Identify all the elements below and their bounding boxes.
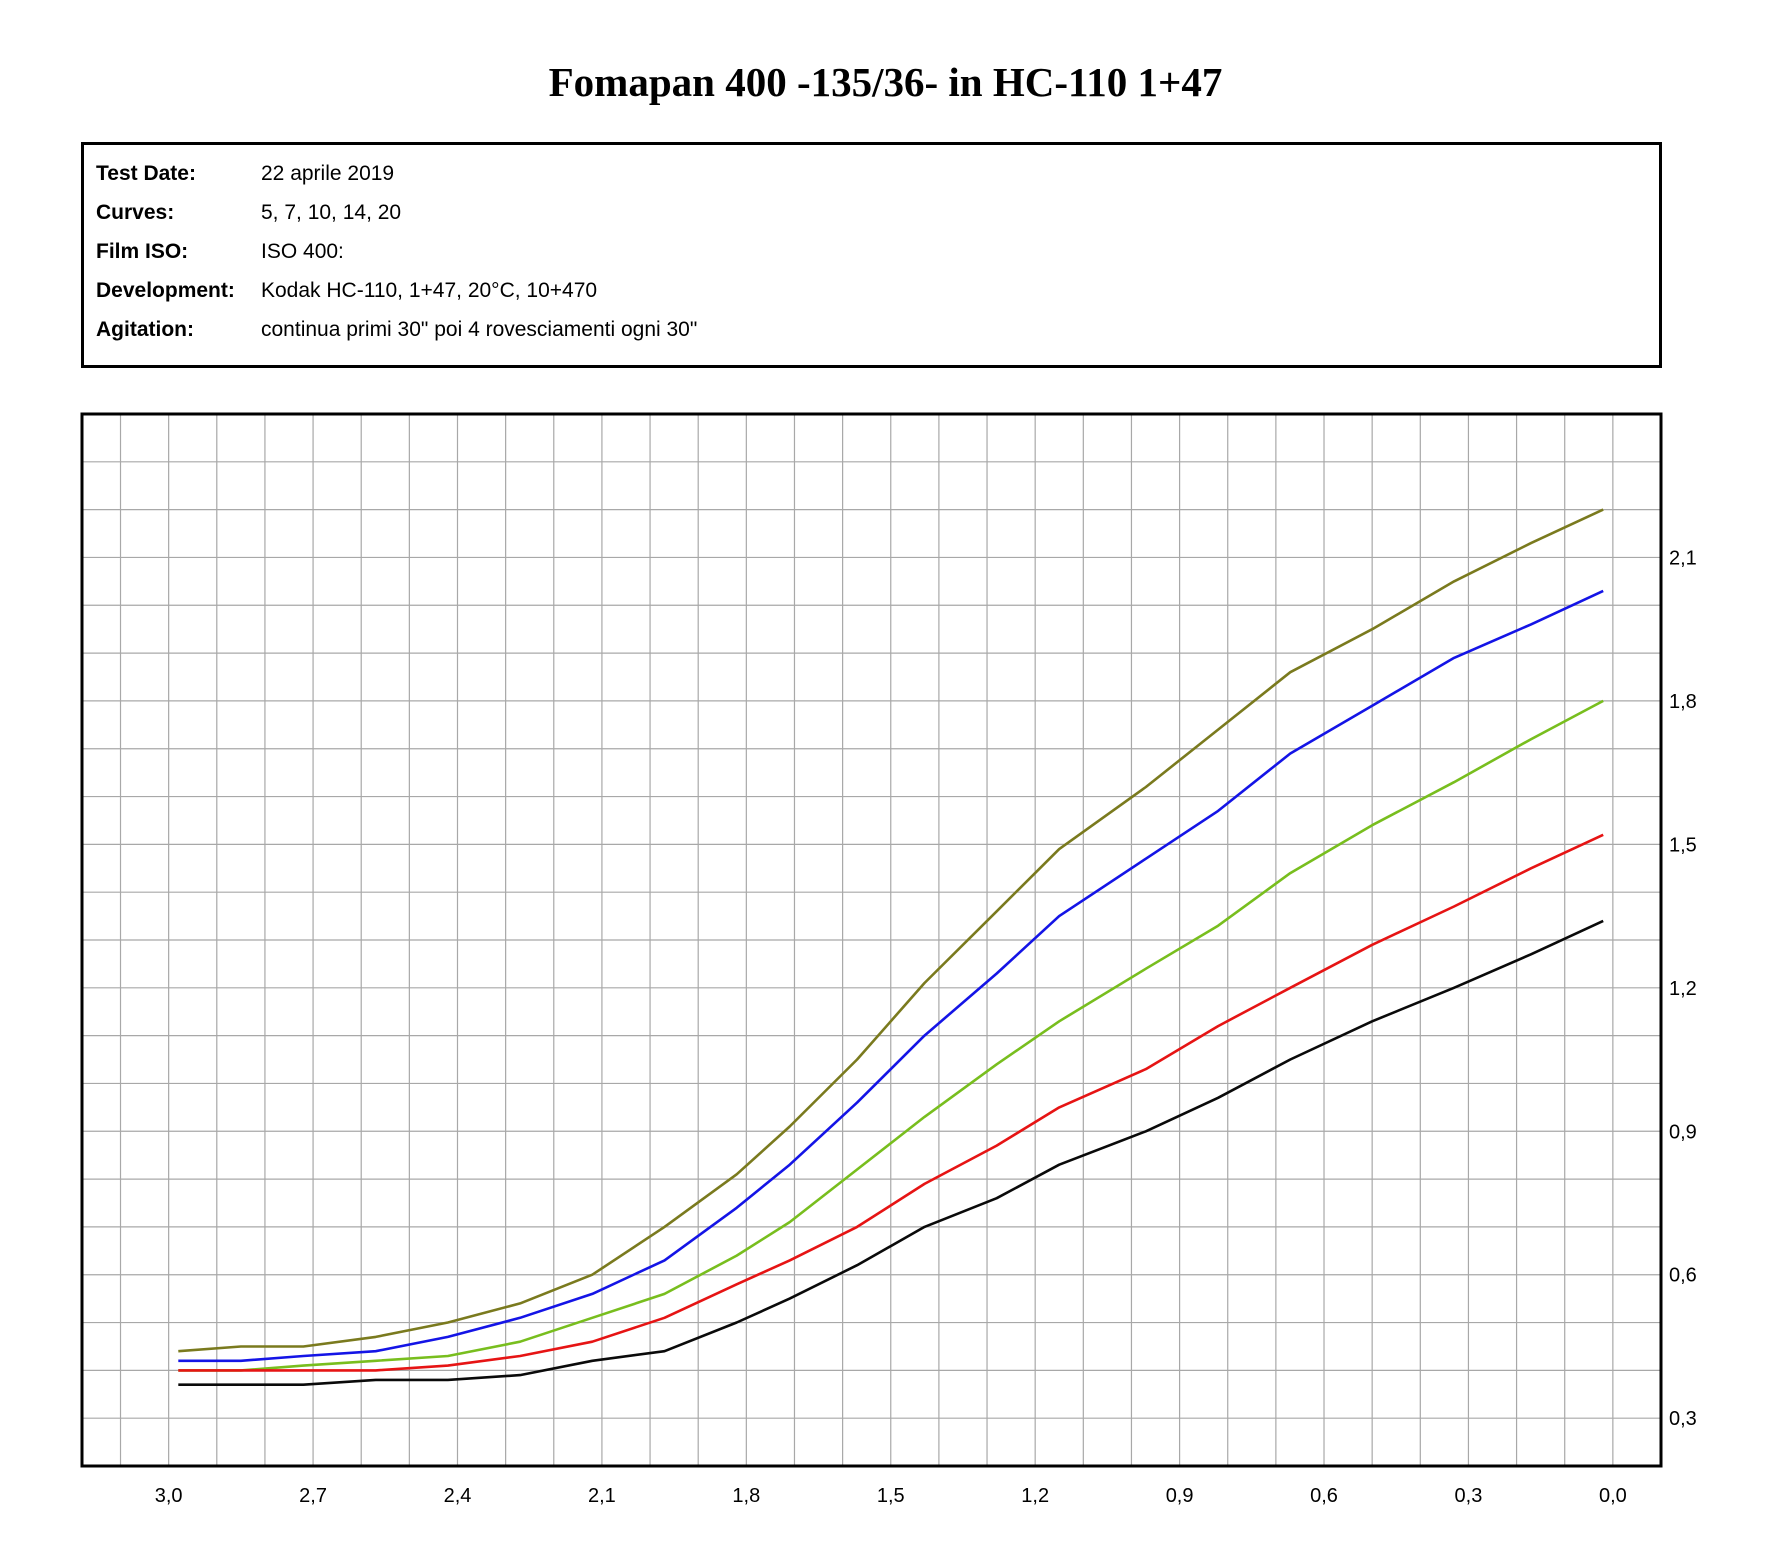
- x-tick-label: 0,3: [1455, 1485, 1483, 1507]
- y-tick-label: 2,1: [1669, 547, 1697, 569]
- test-info-box: Test Date: 22 aprile 2019 Curves: 5, 7, …: [81, 142, 1662, 368]
- plot-border: [80, 412, 1663, 1468]
- info-label: Test Date:: [96, 162, 196, 185]
- y-tick-label: 1,5: [1669, 834, 1697, 856]
- info-value: ISO 400:: [261, 240, 344, 263]
- x-tick-label: 3,0: [155, 1485, 183, 1507]
- x-tick-label: 0,9: [1166, 1485, 1194, 1507]
- y-tick-label: 0,6: [1669, 1265, 1697, 1287]
- chart-title: Fomapan 400 -135/36- in HC-110 1+47: [548, 59, 1223, 105]
- info-label: Development:: [96, 279, 235, 302]
- x-tick-label: 0,6: [1310, 1485, 1338, 1507]
- curve-series-5: [178, 919, 1604, 1386]
- x-tick-label: 1,8: [732, 1485, 760, 1507]
- info-value: 22 aprile 2019: [261, 162, 395, 185]
- x-tick-label: 1,2: [1021, 1485, 1049, 1507]
- info-label: Agitation:: [96, 318, 194, 341]
- y-tick-label: 0,9: [1669, 1121, 1697, 1143]
- y-tick-label: 1,8: [1669, 691, 1697, 713]
- curve-series-4: [178, 833, 1604, 1372]
- x-tick-label: 2,7: [299, 1485, 327, 1507]
- info-value: 5, 7, 10, 14, 20: [261, 201, 402, 224]
- curve-series-2: [178, 589, 1604, 1363]
- info-value: Kodak HC-110, 1+47, 20°C, 10+470: [261, 279, 598, 302]
- x-tick-label: 1,5: [877, 1485, 905, 1507]
- x-tick-label: 2,1: [588, 1485, 616, 1507]
- y-tick-label: 0,3: [1669, 1408, 1697, 1430]
- info-label: Curves:: [96, 201, 175, 224]
- y-tick-label: 1,2: [1669, 978, 1697, 1000]
- curve-series-3: [178, 699, 1604, 1372]
- x-tick-label: 2,4: [444, 1485, 472, 1507]
- info-value: continua primi 30" poi 4 rovesciamenti o…: [261, 318, 698, 341]
- info-label: Film ISO:: [96, 240, 189, 263]
- x-tick-label: 0,0: [1599, 1485, 1627, 1507]
- curve-series-1: [178, 508, 1604, 1353]
